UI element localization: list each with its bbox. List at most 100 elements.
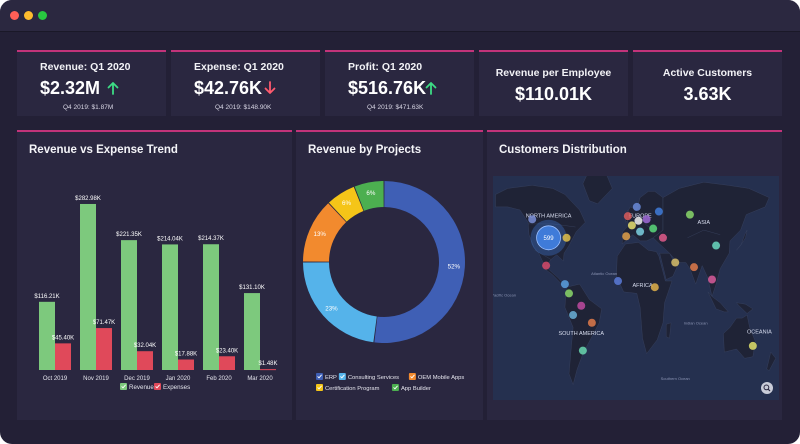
donut-slice-consulting-services[interactable] [303, 262, 377, 343]
customer-location-marker[interactable] [654, 207, 663, 216]
kpi-card-profit[interactable]: Profit: Q1 2020 $516.76K Q4 2019: $471.6… [325, 50, 474, 116]
map-region-label: Indian Ocean [684, 320, 708, 325]
land-shape [723, 314, 756, 359]
revenue-data-label: $282.98K [75, 196, 101, 202]
legend-item-revenue[interactable]: Revenue [120, 383, 154, 391]
revenue-bar[interactable] [80, 203, 96, 370]
customer-location-marker[interactable] [685, 210, 694, 219]
kpi-card-revenue-per-employee[interactable]: Revenue per Employee $110.01K [479, 50, 628, 116]
customer-location-marker[interactable] [649, 224, 658, 233]
expense-data-label: $23.40K [216, 348, 238, 354]
kpi-previous-value: Q4 2019: $148.90K [215, 104, 272, 111]
customer-location-marker[interactable] [564, 289, 573, 298]
customer-location-marker[interactable] [712, 241, 721, 250]
kpi-title: Active Customers [662, 67, 753, 79]
map-zoom-icon[interactable] [761, 382, 773, 394]
legend-item-expenses[interactable]: Expenses [154, 383, 190, 391]
minimize-window-icon[interactable] [24, 11, 33, 20]
kpi-title: Revenue per Employee [495, 67, 612, 79]
kpi-value: 3.63K [683, 84, 732, 104]
customer-location-marker[interactable] [636, 227, 645, 236]
slice-value-label: 6% [342, 200, 351, 207]
svg-text:App Builder: App Builder [401, 386, 431, 392]
customer-location-marker[interactable] [587, 318, 596, 327]
title-bar [0, 0, 800, 32]
kpi-previous-value: Q4 2019: $471.63K [367, 104, 424, 111]
kpi-card-expense[interactable]: Expense: Q1 2020 $42.76K Q4 2019: $148.9… [171, 50, 320, 116]
customer-location-marker[interactable] [528, 215, 537, 224]
maximize-window-icon[interactable] [38, 11, 47, 20]
customer-location-marker[interactable] [542, 261, 551, 270]
customer-location-marker[interactable] [577, 301, 586, 310]
svg-text:OEM Mobile Apps: OEM Mobile Apps [418, 375, 464, 381]
revenue-bar[interactable] [39, 301, 55, 370]
slice-value-label: 23% [325, 305, 338, 312]
expense-bar[interactable] [219, 356, 235, 370]
revenue-by-projects-donut-chart: 52% 23% 13% 6% 6% ERP Consulting Services OEM M… [303, 181, 465, 392]
panel-title: Revenue vs Expense Trend [29, 144, 178, 156]
map-region-label: SOUTH AMERICA [558, 331, 604, 337]
revenue-bar[interactable] [162, 244, 178, 370]
customer-location-marker[interactable] [642, 215, 651, 224]
customer-cluster-marker[interactable] [536, 225, 561, 251]
customer-location-marker[interactable] [650, 283, 659, 292]
map-region-label: Southern Ocean [661, 376, 690, 381]
expense-bar[interactable] [137, 351, 153, 370]
customer-location-marker[interactable] [622, 232, 631, 241]
expense-data-label: $71.47K [93, 320, 115, 326]
donut-slice-app-builder[interactable] [354, 181, 384, 211]
kpi-card-revenue[interactable]: Revenue: Q1 2020 $2.32M Q4 2019: $1.87M [17, 50, 166, 116]
customer-location-marker[interactable] [562, 233, 571, 242]
revenue-bar[interactable] [203, 244, 219, 370]
customer-location-marker[interactable] [569, 311, 578, 320]
x-axis-tick-label: Feb 2020 [206, 376, 232, 382]
expense-bar[interactable] [260, 369, 276, 371]
kpi-previous-value: Q4 2019: $1.87M [63, 104, 114, 111]
trend-down-arrow-icon [264, 81, 276, 94]
customer-location-marker[interactable] [623, 212, 632, 221]
expense-bar[interactable] [55, 343, 71, 370]
expense-data-label: $32.04K [134, 343, 156, 349]
customer-location-marker[interactable] [627, 221, 636, 230]
legend-item-app-builder[interactable]: App Builder [391, 384, 431, 392]
customer-location-marker[interactable] [614, 277, 623, 286]
revenue-bar[interactable] [244, 293, 260, 370]
land-shape [582, 176, 613, 205]
slice-value-label: 6% [366, 190, 375, 197]
donut-slice-oem-mobile-apps[interactable] [303, 203, 347, 262]
revenue-data-label: $214.37K [198, 236, 224, 242]
land-shape [707, 291, 729, 313]
revenue-expense-trend-panel: Revenue vs Expense Trend $116.21K $45.40K… [17, 130, 292, 420]
customer-location-marker[interactable] [748, 341, 757, 350]
kpi-value: $2.32M [40, 78, 101, 98]
legend-item-certification-program[interactable]: Certification Program [316, 384, 380, 392]
slice-value-label: 13% [314, 231, 327, 238]
customer-location-marker[interactable] [560, 280, 569, 289]
panel-title: Customers Distribution [499, 144, 627, 156]
kpi-card-active-customers[interactable]: Active Customers 3.63K [633, 50, 782, 116]
revenue-by-projects-panel: Revenue by Projects 52% 23% 13% 6% 6% ERP Cons… [296, 130, 483, 420]
expense-bar[interactable] [96, 328, 112, 370]
legend-item-oem-mobile-apps[interactable]: OEM Mobile Apps [408, 373, 464, 381]
customer-location-marker[interactable] [707, 275, 716, 284]
customer-location-marker[interactable] [690, 263, 699, 272]
donut-slice-erp[interactable] [374, 181, 465, 343]
revenue-bar[interactable] [121, 240, 137, 370]
expense-bar[interactable] [178, 359, 194, 370]
revenue-data-label: $116.21K [34, 294, 59, 300]
legend-item-erp[interactable]: ERP [316, 373, 337, 381]
customer-location-marker[interactable] [671, 258, 680, 267]
close-window-icon[interactable] [10, 11, 19, 20]
expense-data-label: $1.48K [258, 361, 277, 367]
customer-location-marker[interactable] [634, 216, 643, 225]
customer-location-marker[interactable] [658, 233, 667, 242]
customer-location-marker[interactable] [632, 202, 641, 211]
donut-slice-certification-program[interactable] [328, 186, 364, 222]
revenue-data-label: $214.04K [157, 236, 183, 242]
customer-location-marker[interactable] [578, 346, 587, 355]
customers-world-map[interactable]: NORTH AMERICA SOUTH AMERICA EUROPE ASIA AFRI… [493, 176, 779, 400]
map-region-label: Pacific Ocean [493, 292, 516, 297]
land-shape [736, 302, 754, 314]
legend-item-consulting-services[interactable]: Consulting Services [338, 373, 399, 381]
